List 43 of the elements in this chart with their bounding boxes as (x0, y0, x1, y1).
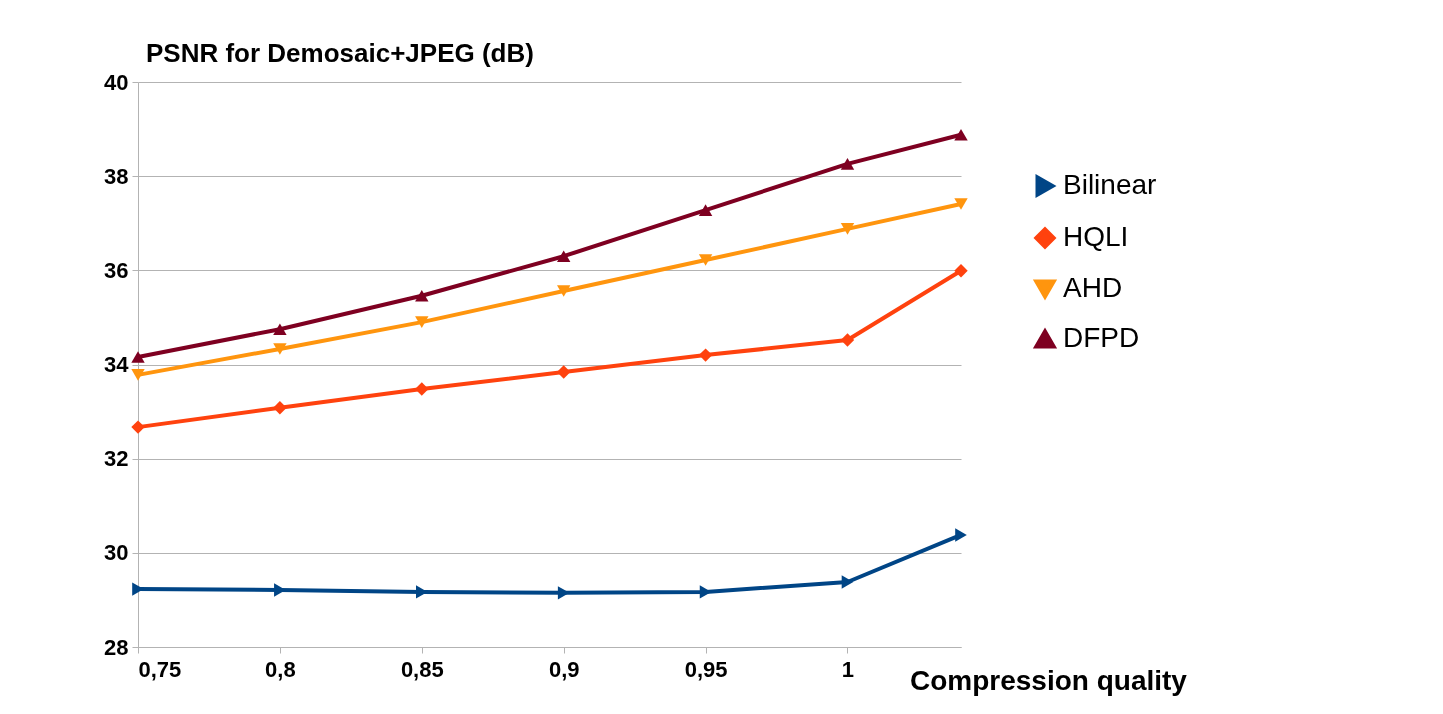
point (415, 382, 429, 396)
point (840, 223, 855, 235)
legend-label: Bilinear (1063, 169, 1157, 200)
point (415, 289, 429, 302)
y-tick-label: 36 (104, 257, 129, 283)
legend-label: HQLI (1063, 221, 1129, 252)
point (131, 351, 145, 363)
x-tick-label: 0,75 (138, 656, 182, 682)
x-axis-title: Compression quality (909, 664, 1188, 696)
legend-label: DFPD (1063, 322, 1140, 353)
point (954, 198, 968, 210)
point (556, 250, 571, 263)
point (131, 420, 145, 434)
point (954, 264, 968, 278)
y-tick-label: 34 (104, 352, 130, 377)
point (840, 158, 855, 170)
y-tick-label: 40 (104, 69, 129, 95)
point (698, 254, 713, 266)
legend-label: AHD (1063, 272, 1123, 303)
point (131, 369, 145, 381)
x-tick-label: 0,95 (684, 656, 728, 682)
x-tick-label: 0,9 (548, 656, 580, 682)
x-tick-label: 0,85 (400, 656, 444, 682)
point (699, 585, 712, 599)
x-tick-label: 0,8 (265, 656, 296, 682)
x-tick-label: 1 (841, 656, 855, 682)
y-tick-label: 28 (104, 634, 129, 660)
point (841, 575, 854, 589)
y-tick-label: 32 (104, 446, 129, 472)
point (273, 343, 287, 355)
point (556, 285, 571, 297)
point (698, 204, 713, 216)
y-tick-label: 30 (104, 540, 129, 566)
point (273, 401, 287, 415)
point (955, 528, 967, 542)
point (698, 348, 713, 362)
y-tick-label: 38 (104, 163, 129, 189)
chart-title: PSNR for Demosaic+JPEG (dB) (146, 38, 534, 68)
point (273, 323, 287, 335)
point (556, 365, 571, 379)
point (840, 333, 855, 347)
point (954, 128, 968, 141)
point (415, 316, 429, 328)
